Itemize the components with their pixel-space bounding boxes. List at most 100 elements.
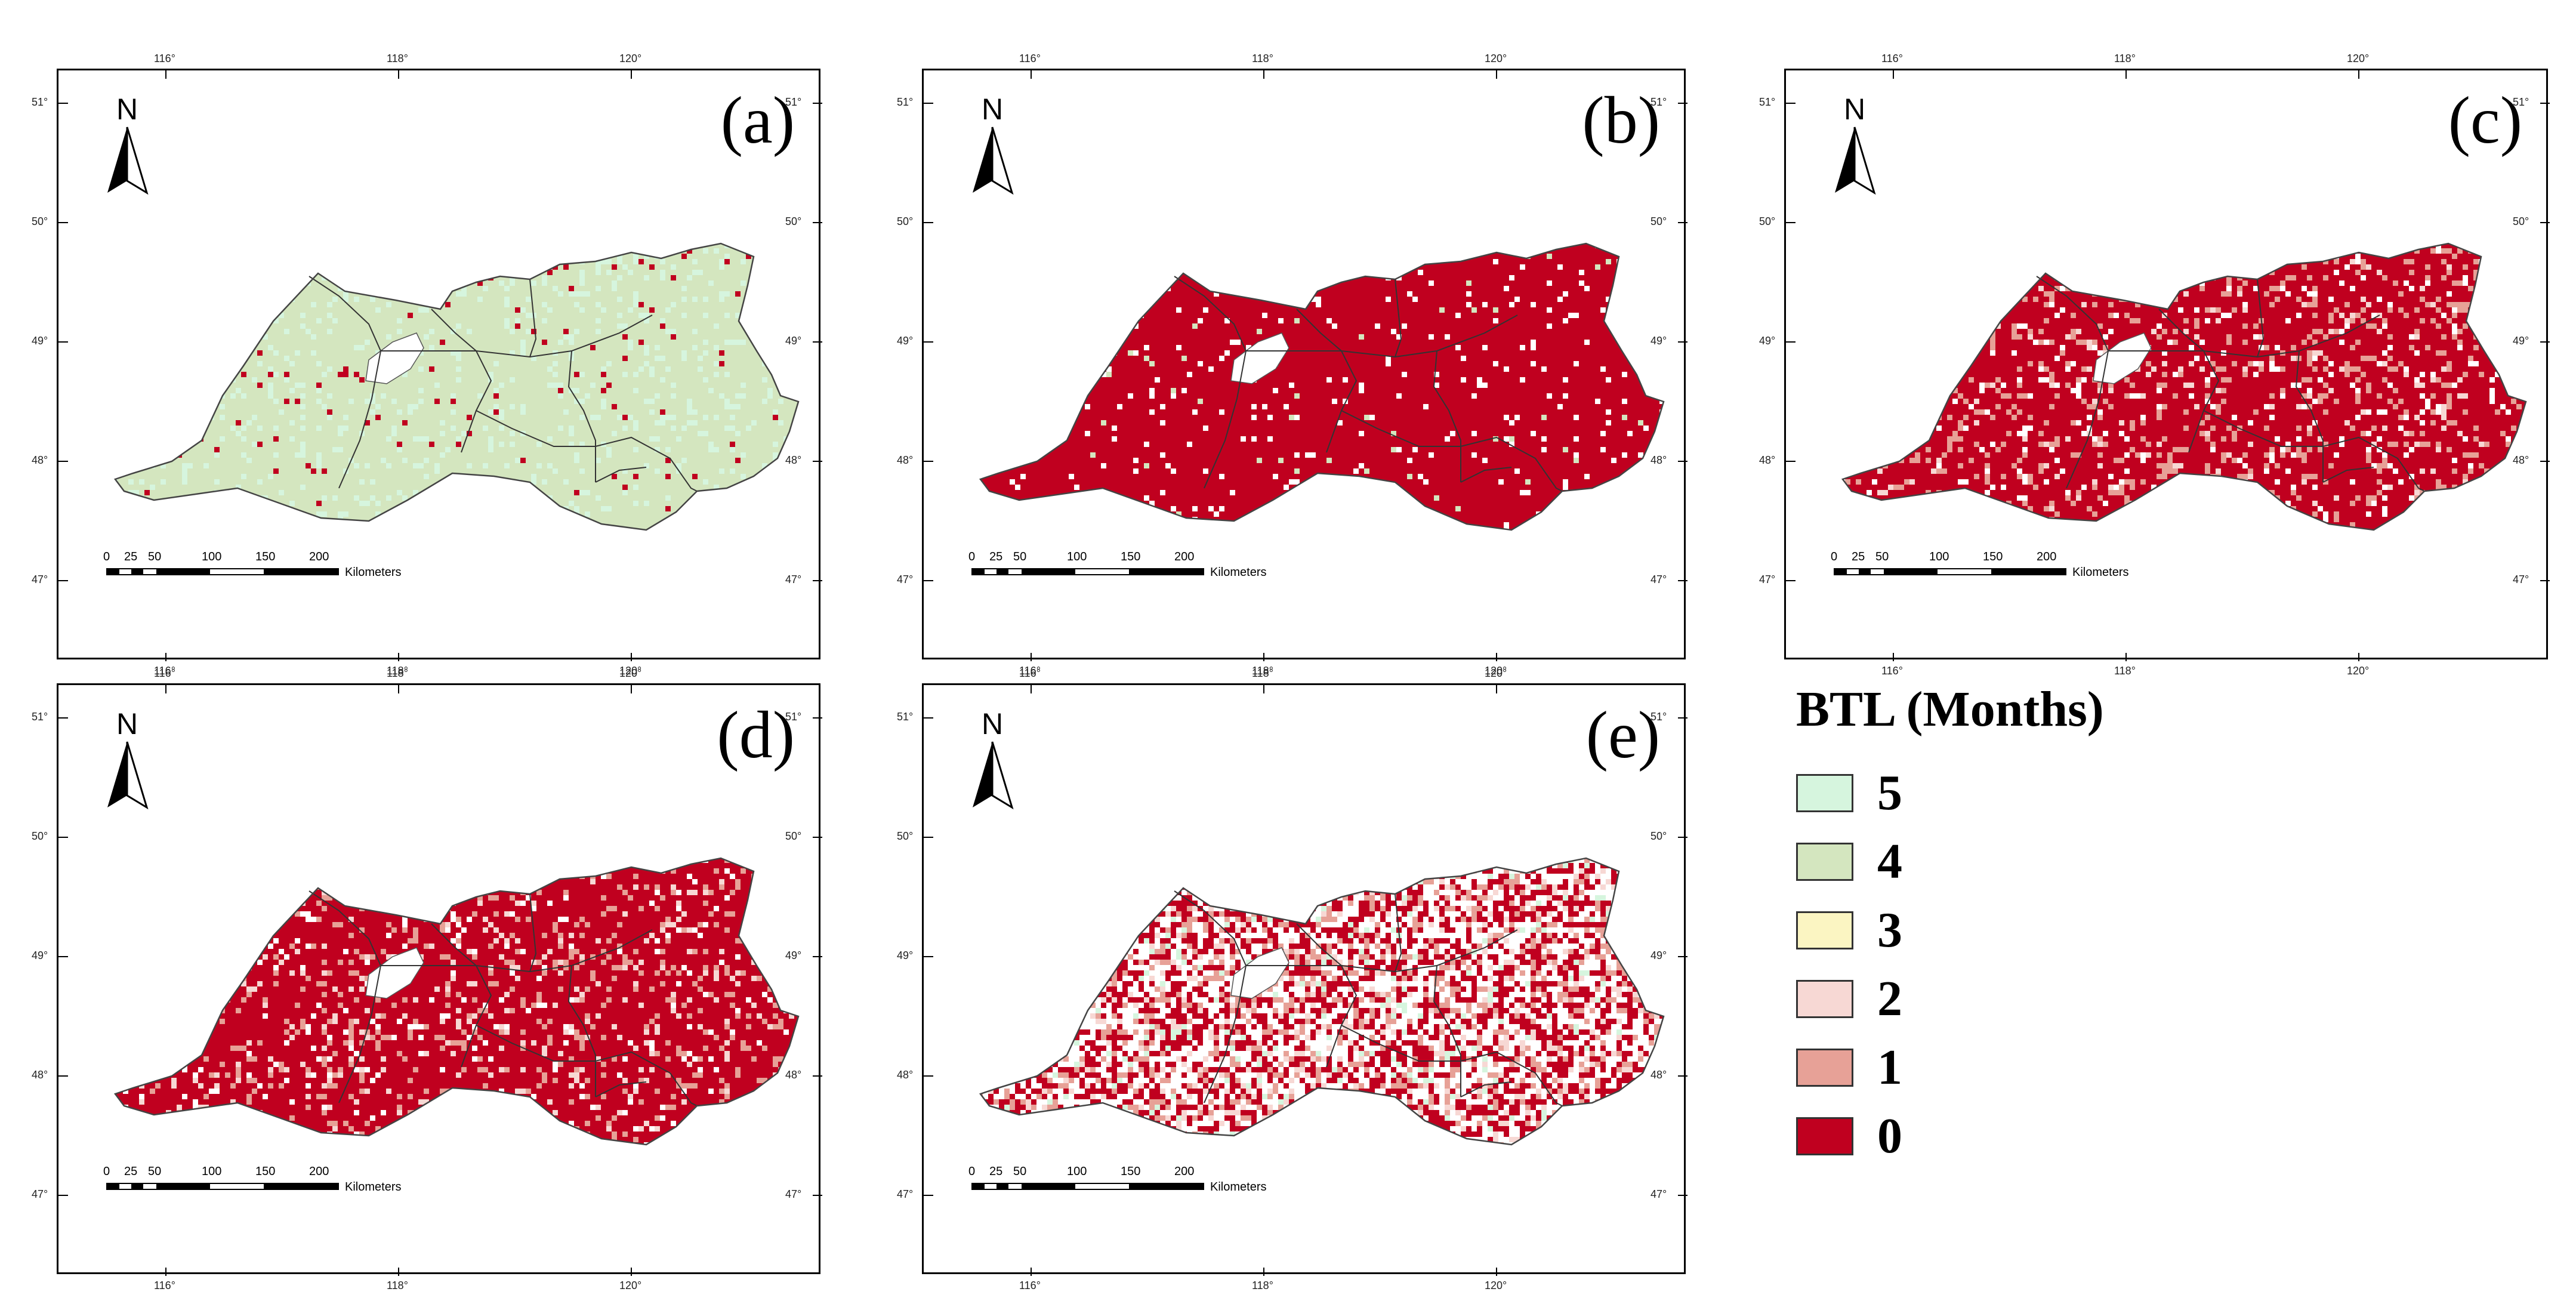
north-arrow: N [965,709,1019,813]
lake [2093,332,2152,384]
study-area-outline [1841,242,2527,531]
lat-tick-label: 48° [785,1069,802,1081]
lon-tick-label: 116° [1019,53,1041,64]
lat-tick-label: 48° [1651,454,1667,466]
scale-bar-number: 100 [1067,550,1087,563]
lake [1230,332,1289,384]
scale-bar-unit: Kilometers [1210,1180,1267,1194]
lon-tick-label: 118° [387,53,408,64]
scale-bar-segment [210,569,264,574]
scale-bar-segment [973,1184,985,1189]
panel-label: (c) [2448,84,2522,158]
scale-bar-segment [1847,569,1859,574]
lat-tick-label: 51° [2513,96,2529,108]
scale-bar-segment [1008,1184,1022,1189]
scale-bar-unit: Kilometers [345,1180,402,1194]
legend: BTL (Months) 5 4 3 2 1 0 [1796,680,2104,1170]
scale-bar-number: 50 [1875,550,1889,563]
scale-bar-segment [1991,569,2065,574]
panel-label: (e) [1585,698,1660,772]
legend-item: 1 [1796,1033,2104,1102]
county-boundary [567,350,596,482]
lat-tick-label: 47° [1651,1188,1667,1200]
scale-bar-segment [1075,1184,1129,1189]
scale-bar-graphic [971,568,1204,575]
lon-tick-label: 120° [619,667,642,679]
scale-bar-number: 200 [309,550,329,563]
scale-bar-number: 200 [1174,1165,1195,1178]
north-arrow-icon [107,741,149,810]
legend-swatch [1796,773,1853,812]
panel-label: (b) [1582,84,1660,158]
lat-tick-label: 51° [897,711,914,723]
lat-tick-label: 49° [2513,335,2529,347]
scale-bar-number: 0 [1831,550,1838,563]
scale-bar: 0 25 50 100 150 200 Kilometers [103,550,464,586]
lat-tick-label: 51° [1651,96,1667,108]
north-arrow-icon [973,741,1014,810]
scale-bar: 0 25 50 100 150 200 Kilometers [103,1165,464,1201]
scale-bar-number: 150 [1983,550,2003,563]
study-area [115,243,798,530]
study-area-outline [979,242,1665,531]
scale-bar-segment [119,569,131,574]
lat-tick-label: 47° [897,574,914,585]
scale-bar-number: 25 [1852,550,1865,563]
scale-bar-number: 50 [1013,550,1027,563]
lon-tick-label: 118° [387,665,408,677]
lat-tick-label: 51° [785,96,802,108]
scale-bar-segment [1871,569,1884,574]
county-boundary [431,309,492,453]
scale-bar-unit: Kilometers [345,566,402,579]
scale-bar-segment [156,1184,210,1189]
lat-tick-label: 48° [32,454,48,466]
study-area-outline [979,857,1665,1146]
lat-tick-label: 48° [2513,454,2529,466]
lon-tick-label: 116° [154,1279,175,1291]
lat-tick-label: 50° [1651,215,1667,227]
lat-tick-label: 47° [32,1188,48,1200]
scale-bar-segment [1938,569,1991,574]
lon-tick-label: 116° [154,667,175,679]
scale-bar-segment [985,1184,997,1189]
lat-tick-label: 48° [897,454,914,466]
scale-bar-segment [1022,1184,1075,1189]
lat-tick-label: 49° [1651,949,1667,961]
county-boundary [1296,923,1358,1068]
county-boundary [1433,350,1461,482]
lat-tick-label: 51° [1759,96,1776,108]
scale-bar-segment [264,569,338,574]
lat-tick-label: 49° [1759,335,1776,347]
map-svg [1786,70,2550,661]
lat-tick-label: 51° [32,711,48,723]
lat-tick-label: 47° [1651,574,1667,585]
map-svg [924,685,1687,1276]
scale-bar-segment [997,1184,1008,1189]
lat-tick-label: 48° [1651,1069,1667,1081]
north-label: N [981,93,1004,126]
lake [365,947,424,999]
scale-bar-segment [1884,569,1938,574]
study-area [980,243,1664,530]
scale-bar: 0 25 50 100 150 200 Kilometers [1831,550,2192,586]
study-area-outline [113,857,800,1146]
county-boundary [595,467,647,483]
lon-tick-label: 120° [619,665,642,677]
lat-tick-label: 49° [785,335,802,347]
scale-bar-number: 150 [1121,550,1141,563]
scale-bar-number: 100 [1929,550,1949,563]
lat-tick-label: 47° [1759,574,1776,585]
county-boundary [1460,467,1512,483]
lon-tick-label: 118° [1252,667,1273,679]
north-arrow-icon [973,127,1014,195]
scale-bar-number: 50 [148,1165,162,1178]
north-label: N [1843,93,1866,126]
scale-bar-segment [1075,569,1129,574]
lat-tick-label: 49° [785,949,802,961]
scale-bar-number: 150 [255,1165,276,1178]
lon-tick-label: 120° [2347,665,2370,677]
lon-tick-label: 120° [1485,667,1507,679]
study-area-outline [113,242,800,531]
lon-tick-label: 118° [387,667,408,679]
county-boundary [1395,893,1402,972]
